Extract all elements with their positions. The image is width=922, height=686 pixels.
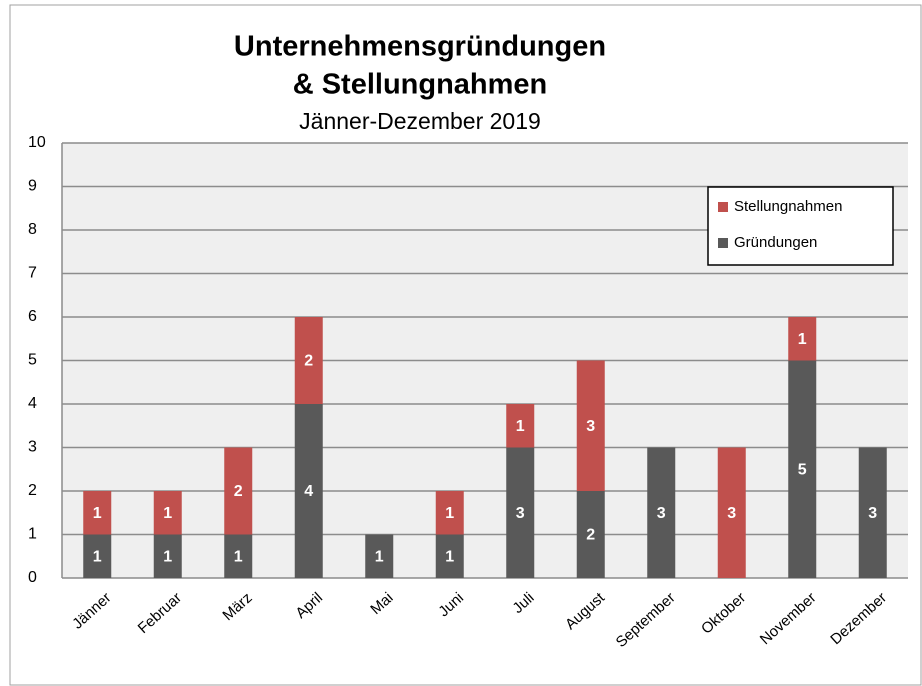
y-tick-label: 0 [28, 569, 37, 586]
y-tick-label: 9 [28, 178, 37, 195]
bar-segment [83, 491, 112, 535]
data-label: 1 [163, 505, 172, 522]
chart-subtitle: Jänner-Dezember 2019 [299, 108, 541, 134]
bar-segment [576, 360, 605, 491]
data-label: 1 [163, 548, 172, 565]
data-label: 5 [798, 461, 807, 478]
bar-segment [788, 317, 817, 361]
bar-segment [506, 404, 535, 448]
bar-segment [224, 447, 253, 535]
data-label: 3 [868, 505, 877, 522]
bar-segment [365, 534, 394, 578]
chart-title: & Stellungnahmen [293, 69, 548, 101]
data-label: 3 [657, 505, 666, 522]
y-tick-label: 5 [28, 352, 37, 369]
bar-segment [294, 404, 323, 578]
y-tick-label: 8 [28, 221, 37, 238]
legend-swatch [718, 202, 728, 212]
bar-segment [83, 534, 112, 578]
y-tick-label: 6 [28, 308, 37, 325]
legend-box [707, 186, 894, 266]
bar-segment [153, 491, 182, 535]
data-label: 1 [516, 418, 525, 435]
data-label: 3 [586, 418, 595, 435]
bar-segment [435, 534, 464, 578]
data-label: 1 [445, 505, 454, 522]
data-label: 4 [304, 483, 313, 500]
legend-swatch [718, 238, 728, 248]
data-label: 2 [586, 527, 595, 544]
y-tick-label: 2 [28, 482, 37, 499]
y-tick-label: 10 [28, 134, 46, 151]
chart-title: Unternehmensgründungen [234, 31, 606, 63]
legend-label: Stellungnahmen [734, 198, 842, 215]
y-tick-label: 7 [28, 265, 37, 282]
bar-segment [788, 360, 817, 578]
data-label: 1 [93, 548, 102, 565]
bar-segment [153, 534, 182, 578]
data-label: 3 [727, 505, 736, 522]
y-tick-label: 1 [28, 526, 37, 543]
data-label: 2 [304, 353, 313, 370]
data-label: 1 [375, 548, 384, 565]
bar-segment [506, 447, 535, 578]
bar-segment [647, 447, 676, 578]
y-tick-label: 3 [28, 439, 37, 456]
data-label: 2 [234, 483, 243, 500]
bar-segment [224, 534, 253, 578]
data-label: 1 [445, 548, 454, 565]
data-label: 1 [798, 331, 807, 348]
bar-segment [717, 447, 746, 578]
bar-segment [576, 491, 605, 578]
data-label: 1 [234, 548, 243, 565]
legend-label: Gründungen [734, 234, 817, 251]
data-label: 3 [516, 505, 525, 522]
y-tick-label: 4 [28, 395, 37, 412]
bar-segment [858, 447, 887, 578]
bar-segment [435, 491, 464, 535]
bar-segment [294, 317, 323, 404]
data-label: 1 [93, 505, 102, 522]
